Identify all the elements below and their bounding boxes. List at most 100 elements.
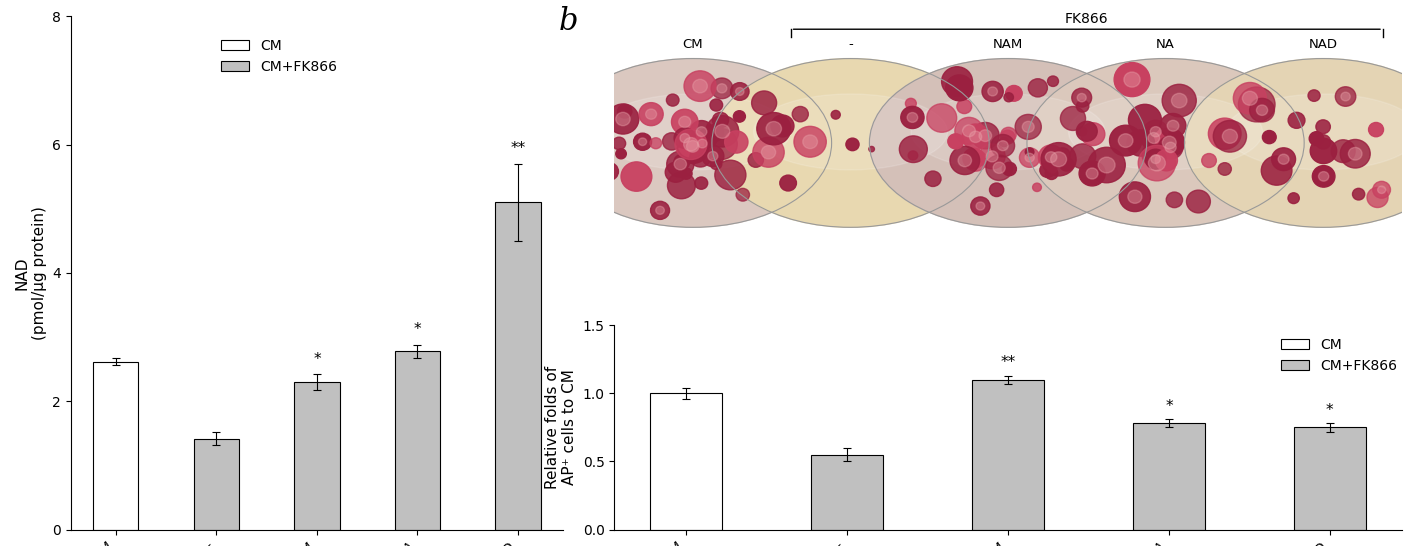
Ellipse shape [899,136,927,163]
Ellipse shape [1110,125,1141,156]
Ellipse shape [1272,148,1296,170]
Ellipse shape [605,168,613,175]
Text: NAM: NAM [993,38,1024,51]
Ellipse shape [1148,133,1160,144]
Ellipse shape [1408,162,1416,188]
Ellipse shape [1055,148,1070,162]
Ellipse shape [1087,147,1126,183]
Ellipse shape [978,130,991,141]
Ellipse shape [963,148,984,169]
Ellipse shape [752,91,776,115]
Ellipse shape [613,137,626,150]
Text: *: * [1165,399,1172,414]
Ellipse shape [607,104,639,134]
Ellipse shape [1158,135,1182,159]
Ellipse shape [1151,155,1160,164]
Ellipse shape [1000,138,1008,147]
Ellipse shape [1005,86,1022,101]
Ellipse shape [595,112,603,121]
Ellipse shape [950,146,980,175]
Ellipse shape [1025,148,1034,156]
Ellipse shape [725,131,748,153]
Ellipse shape [677,134,709,163]
Ellipse shape [680,143,694,156]
Ellipse shape [1048,76,1059,86]
Ellipse shape [766,122,782,136]
Ellipse shape [753,94,947,170]
Ellipse shape [748,153,763,167]
Ellipse shape [1239,87,1274,122]
Ellipse shape [1202,153,1216,168]
Ellipse shape [1233,82,1266,114]
Y-axis label: NAD
(pmol/μg protein): NAD (pmol/μg protein) [14,206,47,340]
Text: b: b [559,5,579,37]
Bar [496,203,541,530]
Ellipse shape [1045,152,1056,163]
Ellipse shape [735,87,743,96]
Ellipse shape [1250,98,1274,122]
Ellipse shape [1078,93,1086,102]
Ellipse shape [680,134,690,143]
Ellipse shape [961,79,970,88]
Ellipse shape [1263,130,1276,144]
Ellipse shape [753,137,784,167]
Ellipse shape [617,104,632,118]
Ellipse shape [674,128,695,149]
Ellipse shape [697,127,707,136]
Ellipse shape [1208,118,1240,149]
Ellipse shape [1004,93,1014,102]
Ellipse shape [639,138,647,146]
Ellipse shape [639,103,663,126]
Ellipse shape [1163,84,1197,117]
Ellipse shape [1038,145,1063,169]
Ellipse shape [1348,147,1362,160]
Ellipse shape [1001,127,1017,142]
Ellipse shape [986,151,998,162]
Bar [93,361,139,530]
Ellipse shape [1187,190,1211,213]
Ellipse shape [1331,140,1355,163]
Ellipse shape [905,98,916,109]
Ellipse shape [1076,121,1097,141]
Ellipse shape [1171,93,1187,108]
Ellipse shape [927,104,957,132]
Y-axis label: Relative folds of
AP⁺ cells to CM: Relative folds of AP⁺ cells to CM [545,366,576,489]
Ellipse shape [678,133,707,159]
Ellipse shape [1154,128,1184,157]
Ellipse shape [1165,142,1177,153]
Ellipse shape [1041,143,1076,176]
Ellipse shape [698,139,707,148]
Ellipse shape [1218,163,1232,175]
Ellipse shape [1127,130,1154,156]
Ellipse shape [733,111,745,122]
Ellipse shape [667,172,695,199]
Ellipse shape [1141,143,1167,167]
Ellipse shape [1155,150,1178,171]
Ellipse shape [1146,149,1167,169]
Ellipse shape [707,124,724,141]
Ellipse shape [715,160,746,190]
Ellipse shape [715,124,729,138]
Ellipse shape [663,133,681,150]
Bar [1294,428,1366,530]
Bar [1133,423,1205,530]
Ellipse shape [684,138,698,151]
Ellipse shape [616,112,630,126]
Ellipse shape [1032,183,1041,192]
Bar [395,351,440,530]
Legend: CM, CM+FK866: CM, CM+FK866 [215,34,343,80]
Ellipse shape [1289,112,1306,128]
Ellipse shape [1059,158,1073,171]
Ellipse shape [1069,144,1096,169]
Text: **: ** [1001,355,1015,370]
Ellipse shape [600,163,619,180]
Ellipse shape [705,128,738,159]
Ellipse shape [692,79,708,93]
Ellipse shape [1167,120,1180,131]
Ellipse shape [1315,120,1331,134]
Ellipse shape [697,128,718,148]
Ellipse shape [803,135,817,149]
Ellipse shape [792,106,809,122]
Ellipse shape [971,197,990,215]
Bar [194,438,239,530]
